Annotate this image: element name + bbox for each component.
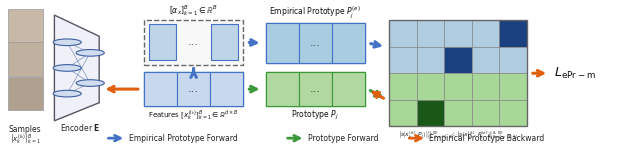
Circle shape (53, 90, 81, 97)
Bar (299, 72, 332, 106)
Text: ...: ... (188, 84, 199, 94)
Bar (389, 47, 417, 73)
Bar (144, 20, 243, 65)
Bar (417, 20, 444, 47)
Bar (266, 72, 299, 106)
Text: $\left[x_k^{(i_k)}\right]_{k=1}^B$: $\left[x_k^{(i_k)}\right]_{k=1}^B$ (10, 133, 41, 147)
Text: ...: ... (188, 37, 199, 47)
Bar (499, 47, 527, 73)
Text: $\left[s\!\left(x_k^{(i_k)},P_j\right)\right]_{(k,j)=(1,1)}^{(l,N)}$; $\left[s\!: $\left[s\!\left(x_k^{(i_k)},P_j\right)\r… (397, 129, 518, 142)
Text: $[\alpha_x]_{k=1}^B \in \mathbb{R}^B$: $[\alpha_x]_{k=1}^B \in \mathbb{R}^B$ (170, 3, 218, 18)
Bar (211, 24, 238, 60)
Bar (266, 23, 365, 63)
Text: Prototype Forward: Prototype Forward (308, 134, 378, 143)
Bar (389, 100, 417, 126)
Bar (144, 72, 243, 106)
Bar (299, 23, 332, 63)
Text: Empirical Prototype Forward: Empirical Prototype Forward (129, 134, 237, 143)
Bar (8, 9, 43, 42)
Bar (417, 47, 444, 73)
Bar (499, 20, 527, 47)
Bar (417, 73, 444, 100)
Bar (444, 20, 472, 47)
Bar (266, 72, 365, 106)
Bar (472, 73, 499, 100)
Bar (499, 73, 527, 100)
Bar (389, 73, 417, 100)
Text: $\boldsymbol{\mathit{L}}_{\mathrm{ePr-m}}$: $\boldsymbol{\mathit{L}}_{\mathrm{ePr-m}… (554, 66, 596, 81)
Text: Features $[x_k^{(i_k)}]_{k=1}^B \in \mathbb{R}^{d \times B}$: Features $[x_k^{(i_k)}]_{k=1}^B \in \mat… (148, 109, 239, 123)
Bar (332, 23, 365, 63)
Bar (444, 47, 472, 73)
Bar (417, 100, 444, 126)
Bar (8, 77, 43, 110)
Bar (8, 42, 43, 76)
Text: Prototype $P_j$: Prototype $P_j$ (291, 109, 339, 122)
Bar (499, 100, 527, 126)
Bar (444, 100, 472, 126)
Circle shape (76, 50, 104, 56)
Bar (472, 100, 499, 126)
Text: ...: ... (310, 84, 321, 94)
Bar (444, 73, 472, 100)
Text: Encoder $\mathbf{E}$: Encoder $\mathbf{E}$ (60, 122, 100, 133)
Bar (472, 47, 499, 73)
Text: Empirical Prototype Backward: Empirical Prototype Backward (429, 134, 545, 143)
Text: Samples: Samples (9, 125, 42, 134)
Bar (144, 72, 177, 106)
Bar (389, 20, 527, 126)
Circle shape (53, 65, 81, 71)
Bar (266, 23, 299, 63)
Bar (472, 20, 499, 47)
Circle shape (76, 80, 104, 86)
Bar (177, 72, 210, 106)
Text: ...: ... (310, 38, 321, 48)
Bar (210, 72, 243, 106)
Bar (332, 72, 365, 106)
Text: Empirical Prototype $P_j^{(e)}$: Empirical Prototype $P_j^{(e)}$ (269, 5, 361, 21)
Bar (149, 24, 176, 60)
Circle shape (53, 39, 81, 46)
Polygon shape (54, 15, 99, 121)
Bar (389, 20, 417, 47)
